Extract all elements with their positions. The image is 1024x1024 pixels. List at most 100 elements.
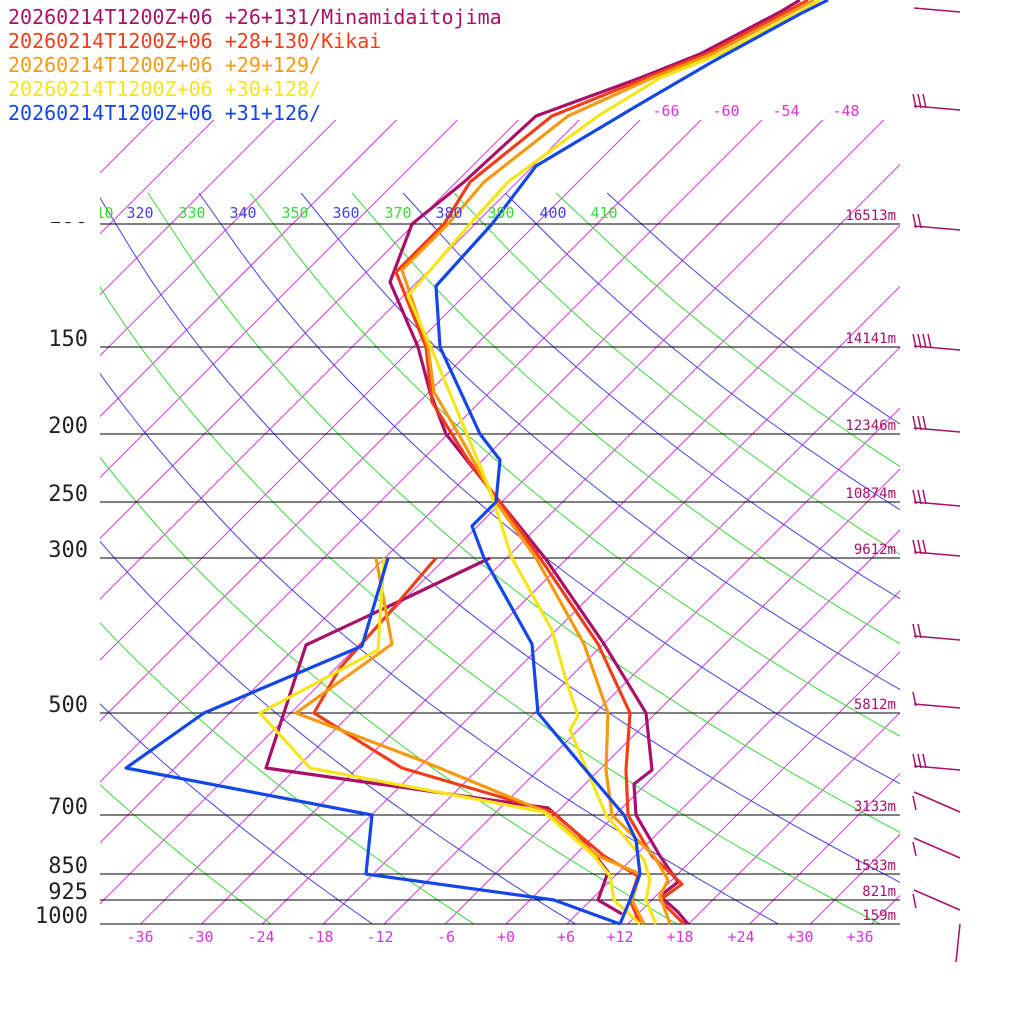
temperature-tick-label: -36 bbox=[126, 928, 153, 946]
isotherm-line bbox=[566, 590, 900, 924]
wind-barb-feather bbox=[922, 753, 927, 769]
isotherm-line bbox=[871, 894, 900, 924]
theta-curve bbox=[249, 192, 900, 737]
wind-barb-staff bbox=[913, 889, 961, 911]
theta-curves bbox=[100, 192, 900, 924]
wind-barb-staff bbox=[913, 791, 961, 813]
isotherm-line bbox=[100, 120, 702, 722]
theta-curve bbox=[100, 540, 577, 924]
wind-barb-feather bbox=[912, 691, 917, 707]
theta-curve bbox=[100, 372, 780, 924]
isotherm-label: -48 bbox=[832, 102, 859, 120]
isotherm-label: -54 bbox=[772, 102, 799, 120]
isotherm-label: -60 bbox=[712, 102, 739, 120]
isotherm-line bbox=[627, 651, 900, 924]
theta-curve bbox=[351, 192, 900, 645]
height-label: 12346m bbox=[845, 418, 896, 434]
isotherm-line bbox=[0, 0, 90, 924]
temperature-tick-label: +24 bbox=[727, 928, 754, 946]
isotherm-grid bbox=[0, 0, 1024, 924]
wind-barb-staff bbox=[913, 635, 961, 641]
isotherm-line bbox=[749, 772, 900, 924]
pressure-label: 850 bbox=[48, 854, 88, 879]
dewpoint-trace bbox=[312, 556, 642, 925]
pressure-label: 1000 bbox=[35, 904, 88, 929]
theta-curve bbox=[100, 703, 374, 924]
temperature-trace bbox=[434, 0, 829, 925]
theta-label: 390 bbox=[487, 204, 514, 222]
wind-barb bbox=[912, 623, 961, 641]
isotherm-line bbox=[100, 120, 398, 418]
wind-barb-feather bbox=[912, 623, 917, 639]
wind-barb-feather bbox=[917, 623, 922, 639]
wind-barb-feather bbox=[912, 213, 917, 229]
isotherm-line bbox=[100, 120, 276, 296]
temperature-tick-label: +18 bbox=[666, 928, 693, 946]
wind-barb-feather bbox=[917, 333, 922, 349]
wind-barb-staff bbox=[913, 837, 961, 859]
wind-barb-feather bbox=[922, 539, 927, 555]
isotherm-line bbox=[505, 529, 900, 924]
legend: 20260214T1200Z+06 +26+131/Minamidaitojim… bbox=[8, 5, 502, 125]
temperature-tick-label: -30 bbox=[186, 928, 213, 946]
isotherm-label: -66 bbox=[652, 102, 679, 120]
wind-barb-feather bbox=[912, 893, 917, 909]
wind-barb-feather bbox=[912, 93, 917, 109]
wind-barb bbox=[913, 7, 961, 13]
height-label: 3133m bbox=[854, 799, 896, 815]
height-label: 5812m bbox=[854, 697, 896, 713]
wind-barb bbox=[912, 539, 961, 557]
wind-barb-feather bbox=[922, 93, 927, 109]
theta-label: 380 bbox=[435, 204, 462, 222]
theta-curve bbox=[147, 192, 900, 833]
wind-barb bbox=[912, 889, 961, 911]
isotherm-line bbox=[932, 0, 1024, 924]
isotherm-line bbox=[262, 285, 900, 924]
isotherm-line bbox=[322, 346, 900, 924]
isotherm-line bbox=[810, 833, 900, 924]
wind-barb-feather bbox=[917, 415, 922, 431]
wind-barb bbox=[912, 489, 961, 507]
wind-barb-feather bbox=[922, 489, 927, 505]
theta-curve bbox=[402, 192, 900, 600]
height-label: 10874m bbox=[845, 486, 896, 502]
isotherm-line bbox=[100, 120, 154, 174]
height-label: 9612m bbox=[854, 542, 896, 558]
theta-curve bbox=[606, 192, 900, 425]
wind-barb-feather bbox=[922, 415, 927, 431]
wind-barb-feather bbox=[917, 539, 922, 555]
wind-barb-feather bbox=[927, 333, 932, 349]
isotherm-line bbox=[688, 711, 900, 924]
height-label: 821m bbox=[862, 884, 896, 900]
wind-barb-staff bbox=[913, 551, 961, 557]
wind-barb-staff bbox=[913, 427, 961, 433]
isotherm-line bbox=[0, 0, 29, 924]
pressure-label: 200 bbox=[48, 414, 88, 439]
pressure-label: 150 bbox=[48, 327, 88, 352]
wind-barb-feather bbox=[922, 333, 927, 349]
theta-curve bbox=[100, 622, 475, 924]
isotherm-line bbox=[444, 468, 900, 924]
temperature-tick-label: +36 bbox=[846, 928, 873, 946]
temperature-tick-label: +12 bbox=[606, 928, 633, 946]
theta-curve bbox=[100, 196, 900, 883]
wind-barb bbox=[912, 415, 961, 433]
temperature-trace bbox=[400, 0, 815, 925]
theta-label: 340 bbox=[229, 204, 256, 222]
temperature-tick-label: -6 bbox=[437, 928, 455, 946]
wind-barb-feather bbox=[912, 753, 917, 769]
wind-barb-feather bbox=[912, 333, 917, 349]
isotherm-line bbox=[100, 120, 641, 661]
wind-barb-feather bbox=[917, 93, 922, 109]
temperature-trace bbox=[394, 0, 809, 926]
height-label: 16513m bbox=[845, 208, 896, 224]
wind-barb-staff bbox=[913, 501, 961, 507]
wind-barb-feather bbox=[917, 753, 922, 769]
isotherm-line bbox=[100, 120, 459, 479]
theta-label: 370 bbox=[384, 204, 411, 222]
isotherm-line bbox=[0, 0, 151, 924]
pressure-label: 250 bbox=[48, 482, 88, 507]
theta-curve bbox=[504, 192, 900, 511]
temperature-tick-label: -12 bbox=[366, 928, 393, 946]
